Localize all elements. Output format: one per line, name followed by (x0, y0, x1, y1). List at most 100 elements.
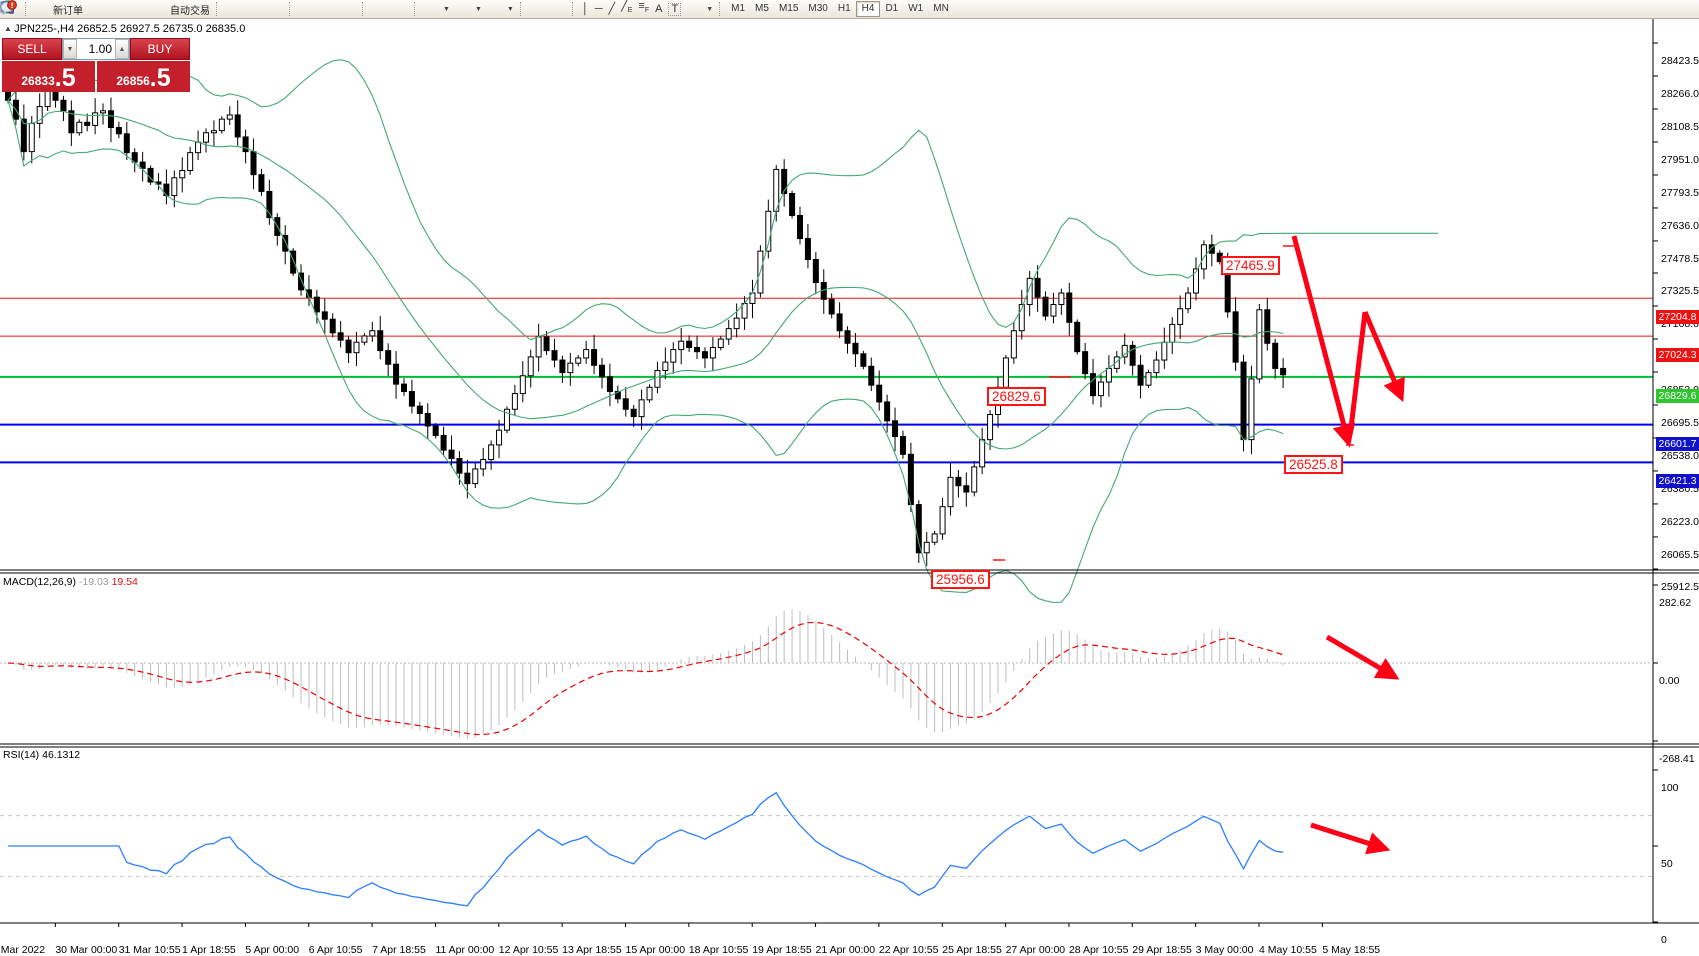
community-button[interactable] (1, 1, 128, 18)
cursor-tool-button[interactable] (3, 1, 548, 18)
hline-price-tag: 27204.8 (1656, 310, 1699, 325)
macd-histogram (15, 609, 1284, 739)
candlestick-chart-icon (1, 1, 262, 17)
zoom-in-button[interactable] (1, 1, 317, 18)
tab-timeframe-H1[interactable]: H1 (837, 3, 851, 14)
price-axis-tick: 27636.0 (1661, 219, 1699, 232)
channel-icon: ╱E (621, 0, 633, 15)
price-axis-tick: 26065.5 (1661, 548, 1699, 561)
gold-diamond-icon (0, 0, 104, 17)
crosshair-tool-button[interactable] (1, 1, 569, 18)
bar-chart-icon (2, 2, 241, 17)
time-axis-label: 7 Apr 18:55 (372, 944, 426, 956)
candlestick-chart-button[interactable] (1, 1, 265, 18)
toolbar-separator (216, 2, 220, 16)
label-icon: T (668, 2, 682, 16)
time-axis-label: 12 Apr 10:55 (498, 944, 559, 956)
price-axis-tick: 26695.5 (1661, 416, 1699, 429)
volume-up-icon[interactable]: ▲ (115, 39, 129, 59)
person-cloud-icon (1, 1, 125, 17)
horizontal-line-icon: ─ (594, 2, 603, 15)
new-order-label: 新订单 (53, 5, 83, 17)
line-chart-button[interactable] (0, 1, 286, 18)
rsi-axis-tick: 100 (1661, 782, 1679, 794)
periods-button[interactable]: ▼ (1, 1, 485, 18)
fibonacci-tool-button[interactable]: ≡F (635, 1, 652, 18)
annotation-price-tag: 26829.6 (987, 387, 1046, 406)
arrows-shapes-icon (1, 2, 702, 17)
time-axis-label: 25 Apr 18:55 (942, 944, 1002, 956)
time-axis-label: 28 Apr 10:55 (1068, 944, 1129, 956)
shift-chart-button[interactable] (0, 1, 411, 18)
signals-button[interactable] (0, 0, 149, 18)
toolbar-separator (571, 2, 576, 16)
time-axis-label: 6 Apr 10:55 (308, 944, 363, 956)
bollinger-bands (7, 59, 1438, 604)
toolbar-separator (719, 2, 723, 16)
indicators-button[interactable]: ▼ (0, 1, 453, 18)
chart-template-icon (0, 1, 503, 17)
trendline-tool-button[interactable]: ╱ (605, 1, 618, 18)
horizontal-line-tool-button[interactable]: ─ (592, 1, 606, 18)
autoscroll-button[interactable] (0, 1, 390, 18)
text-tool-button[interactable]: A (652, 1, 665, 18)
price-axis-tick: 25912.5 (1661, 580, 1699, 593)
one-click-trading-widget: SELL ▼ 1.00 ▲ BUY 26833.5 26856.5 (2, 38, 190, 92)
volume-stepper[interactable]: ▼ 1.00 ▲ (62, 38, 130, 60)
tab-timeframe-M5[interactable]: M5 (755, 3, 769, 14)
tile-windows-button[interactable] (0, 1, 359, 18)
trendline-icon: ╱ (608, 2, 616, 15)
bar-chart-button[interactable] (2, 1, 244, 18)
toolbar-separator (414, 2, 418, 16)
horizontal-lines (0, 297, 1653, 464)
time-axis-label: 15 Apr 00:00 (625, 944, 686, 956)
sell-button[interactable]: SELL (2, 38, 62, 60)
volume-value[interactable]: 1.00 (88, 42, 112, 56)
time-axis-label: 3 May 00:00 (1195, 944, 1254, 956)
chart-area[interactable]: ▲ JPN225-,H4 26852.5 26927.5 26735.0 268… (0, 19, 1699, 956)
crosshair-icon (1, 1, 566, 17)
vertical-line-tool-button[interactable]: │ (579, 1, 592, 18)
rsi-axis-tick: 0 (1661, 934, 1667, 946)
tab-timeframe-M30[interactable]: M30 (808, 3, 828, 14)
volume-down-icon[interactable]: ▼ (63, 39, 77, 59)
shapes-tool-button[interactable]: ▼ (1, 1, 716, 18)
macd-indicator-label: MACD(12,26,9) -19.03 19.54 (3, 576, 138, 588)
line-chart-icon (0, 2, 283, 17)
dropdown-arrow-icon: ▼ (474, 5, 482, 13)
time-axis-label: 21 Apr 00:00 (815, 944, 876, 956)
fibonacci-icon: ≡F (638, 0, 650, 15)
price-axis-tick: 28266.0 (1661, 87, 1699, 100)
price-axis-tick: 27478.5 (1661, 252, 1699, 265)
autotrade-button[interactable]: 自动交易 (0, 1, 213, 18)
time-axis-label: 19 Apr 18:55 (752, 944, 812, 956)
new-order-button[interactable]: 新订单 (0, 1, 86, 18)
tab-timeframe-M15[interactable]: M15 (778, 3, 799, 14)
shift-chart-icon (0, 1, 408, 17)
price-axis-tick: 28108.5 (1661, 120, 1699, 133)
collapse-triangle-icon: ▲ (4, 24, 15, 33)
zoom-in-icon (1, 1, 314, 17)
buy-price-display[interactable]: 26856.5 (97, 61, 190, 92)
templates-button[interactable]: ▼ (0, 1, 517, 18)
tab-timeframe-M1[interactable]: M1 (731, 3, 746, 14)
price-axis-tick: 28423.5 (1661, 55, 1699, 67)
time-axis-label: 30 Mar 00:00 (55, 944, 118, 956)
sell-price-display[interactable]: 26833.5 (2, 61, 95, 92)
hline-price-tag: 26829.6 (1656, 388, 1699, 403)
chart-canvas[interactable] (0, 19, 1699, 938)
toolbar-separator (25, 2, 29, 16)
zoom-out-button[interactable] (1, 1, 338, 18)
autoscroll-icon (0, 1, 387, 17)
dropdown-arrow-icon: ▼ (443, 5, 450, 13)
channel-tool-button[interactable]: ╱E (618, 1, 635, 18)
tab-timeframe-D1[interactable]: D1 (885, 3, 899, 14)
label-tool-button[interactable]: T (665, 1, 684, 18)
time-axis-label: 31 Mar 10:55 (118, 944, 181, 956)
tab-timeframe-MN[interactable]: MN (933, 3, 949, 14)
buy-button[interactable]: BUY (130, 38, 190, 60)
tab-timeframe-H4[interactable]: H4 (855, 1, 881, 17)
time-axis-label: 22 Apr 10:55 (878, 944, 939, 956)
market-watch-button[interactable] (0, 0, 107, 18)
tab-timeframe-W1[interactable]: W1 (908, 3, 924, 14)
